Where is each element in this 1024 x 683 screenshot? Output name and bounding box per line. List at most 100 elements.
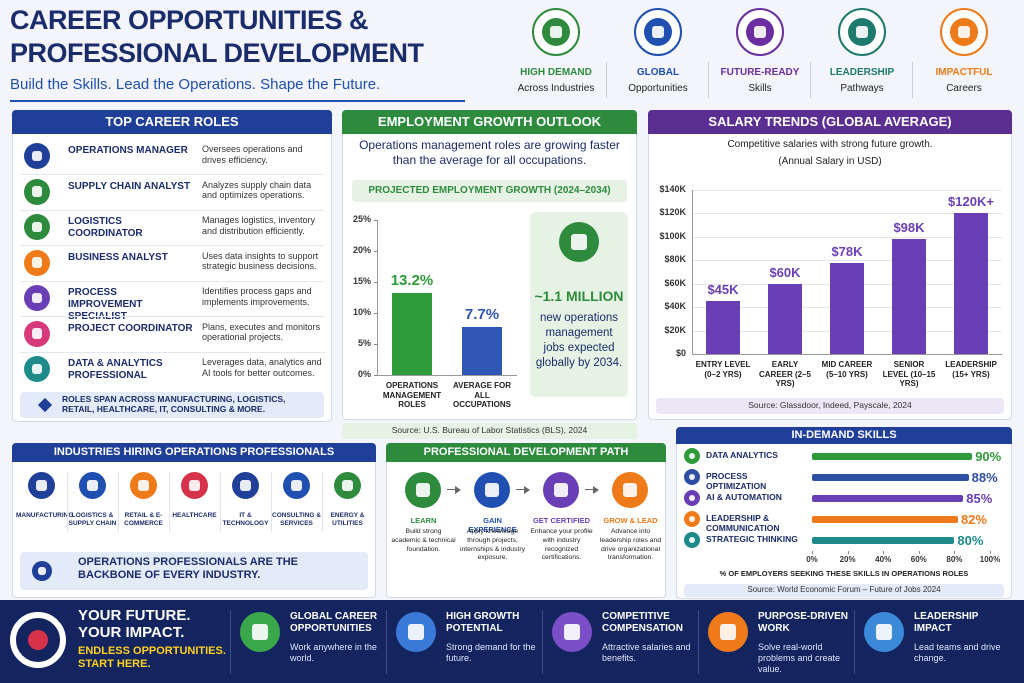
source-text: Source: U.S. Bureau of Labor Statistics …: [391, 425, 588, 435]
badge-ring: [532, 8, 580, 56]
x-tick-label: SENIOR LEVEL (10–15 YRS): [882, 360, 936, 389]
icon-glyph: [754, 26, 766, 38]
icon-glyph: [688, 494, 696, 502]
target-ring: [10, 612, 66, 668]
x-tick-label: 0%: [806, 555, 818, 564]
role-name: OPERATIONS MANAGER: [68, 145, 188, 156]
source-box: [684, 584, 1004, 597]
x-tick-label: 100%: [979, 555, 1001, 564]
divider: [20, 209, 325, 211]
divider: [810, 62, 811, 98]
chart-subtitle: Competitive salaries with strong future …: [727, 139, 933, 150]
role-name: DATA & ANALYTICS PROFESSIONAL: [68, 358, 163, 381]
icon-glyph: [31, 257, 43, 268]
value-label: 13.2%: [390, 272, 434, 290]
bar: [812, 453, 973, 460]
icon-glyph: [484, 482, 500, 498]
x-tick-label: MID CAREER (5–10 YRS): [821, 360, 873, 379]
badge-title: LEADERSHIP: [829, 67, 895, 78]
value-label: $98K: [893, 220, 925, 236]
icon-glyph: [720, 624, 736, 640]
step-title: GROW & LEAD: [603, 516, 658, 525]
footer-tagline: START HERE.: [78, 658, 151, 670]
bar: [891, 239, 927, 354]
panel-title: PROFESSIONAL DEVELOPMENT PATH: [423, 446, 629, 458]
footer-slogan: YOUR FUTURE.: [78, 607, 191, 624]
industry-label: CONSULTING & SERVICES: [272, 512, 321, 527]
value-label: $45K: [707, 282, 739, 298]
grid-line: [692, 236, 1002, 238]
industry-note: OPERATIONS PROFESSIONALS ARE THE BACKBON…: [78, 556, 299, 582]
tick-mark: [883, 551, 885, 554]
badge-text: Pathways: [840, 83, 884, 94]
arrow-head: [524, 486, 530, 494]
step-text: Build strong academic & technical founda…: [391, 528, 456, 553]
page-title: PROFESSIONAL DEVELOPMENT: [10, 38, 424, 68]
arrow: [447, 489, 457, 490]
panel-title: EMPLOYMENT GROWTH OUTLOOK: [377, 114, 602, 129]
panel: [386, 443, 666, 598]
footer-item-text: Strong demand for the future.: [446, 642, 536, 663]
footer-item-text: Lead teams and drive change.: [914, 642, 1001, 663]
value-label: 82%: [960, 512, 987, 527]
tick-mark: [847, 551, 849, 554]
badge-text: Careers: [946, 83, 982, 94]
panel-title: TOP CAREER ROLES: [105, 114, 239, 129]
role-description: Analyzes supply chain data and optimizes…: [202, 179, 312, 201]
panel-title: IN-DEMAND SKILLS: [791, 429, 897, 441]
source-text: Source: Glassdoor, Indeed, Payscale, 202…: [748, 400, 912, 410]
badge-title: FUTURE-READY: [720, 67, 800, 78]
target-core: [28, 630, 48, 650]
divider: [169, 472, 170, 532]
role-name: PROJECT COORDINATOR: [68, 322, 193, 334]
tick-mark: [990, 551, 991, 554]
y-tick-label: $40K: [664, 301, 686, 312]
panel-title: SALARY TRENDS (GLOBAL AVERAGE): [708, 114, 952, 129]
arrow-head: [593, 486, 599, 494]
axis-line: [377, 375, 517, 376]
industry-label: RETAIL & E-COMMERCE: [124, 512, 163, 527]
x-tick-label: ENTRY LEVEL (0–2 YRS): [695, 360, 751, 379]
arrow-head: [455, 486, 461, 494]
icon-glyph: [31, 292, 43, 304]
bar: [767, 283, 803, 354]
bar: [953, 213, 989, 354]
icon-glyph: [415, 482, 431, 498]
tick-mark: [918, 551, 920, 554]
tick-mark: [374, 344, 377, 345]
icon-glyph: [31, 363, 43, 375]
value-label: $60K: [769, 264, 801, 280]
step-title: LEARN: [410, 516, 437, 525]
y-tick-label: $120K: [659, 207, 686, 218]
tick-mark: [374, 313, 377, 314]
icon-glyph: [856, 26, 868, 38]
y-tick-label: PROCESS OPTIMIZATION: [706, 471, 767, 492]
role-description: Leverages data, analytics and AI tools f…: [202, 357, 322, 378]
footer-item-title: HIGH GROWTH POTENTIAL: [446, 611, 520, 634]
footer-item-text: Attractive salaries and benefits.: [602, 642, 691, 663]
y-tick-label: STRATEGIC THINKING: [706, 534, 798, 544]
role-description: Identifies process gaps and implements i…: [202, 286, 312, 307]
page-title: CAREER OPPORTUNITIES &: [10, 5, 369, 35]
role-description: Oversees operations and drives efficienc…: [202, 144, 303, 165]
icon-glyph: [36, 480, 47, 491]
axis-line: [377, 220, 378, 375]
role-name: PROCESS IMPROVEMENT SPECIALIST: [68, 287, 143, 322]
icon-glyph: [688, 515, 696, 523]
tick-mark: [374, 251, 377, 252]
divider: [20, 174, 325, 175]
axis-label: (Annual Salary in USD): [778, 156, 882, 167]
role-description: Manages logistics, inventory and distrib…: [202, 215, 316, 236]
footer-item-title: PURPOSE-DRIVEN WORK: [758, 611, 849, 634]
divider: [542, 610, 543, 674]
badge-text: Opportunities: [628, 83, 688, 94]
icon-glyph: [688, 536, 696, 544]
divider: [271, 472, 272, 532]
source-text: Source: World Economic Forum – Future of…: [747, 585, 941, 594]
industry-label: ENERGY & UTILITIES: [330, 512, 365, 527]
x-tick-label: 80%: [946, 555, 963, 564]
step-text: Enhance your profile with industry recog…: [530, 528, 593, 562]
value-label: $120K+: [948, 194, 994, 210]
badge-title: HIGH DEMAND: [520, 67, 592, 78]
